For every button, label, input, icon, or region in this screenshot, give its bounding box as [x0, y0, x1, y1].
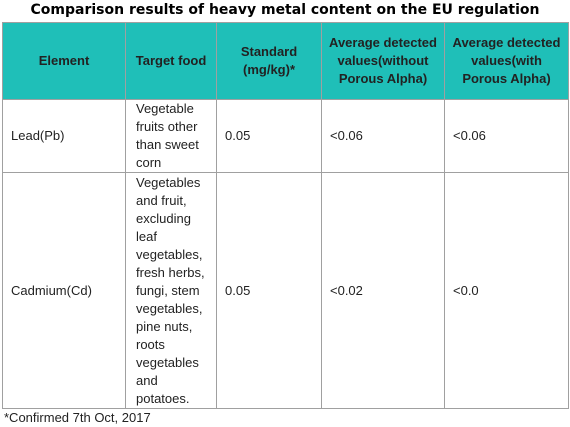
footnote: *Confirmed 7th Oct, 2017 — [4, 410, 151, 425]
table-cell: <0.0 — [444, 172, 569, 409]
header-row: Element Target food Standard (mg/kg)* Avera… — [2, 22, 569, 100]
table-cell: <0.02 — [321, 172, 445, 409]
title: Comparison results of heavy metal conten… — [30, 2, 540, 18]
table-cell: Vegetables and fruit, excluding leaf veg… — [125, 172, 217, 409]
table-row: Cadmium(Cd) Vegetables and fruit, excludi… — [2, 172, 569, 409]
table-cell: Lead(Pb) — [2, 99, 126, 173]
table-cell: 0.05 — [216, 172, 322, 409]
table-cell: Vegetable fruits other than sweet corn — [125, 99, 217, 173]
header-cell: Target food — [125, 22, 217, 100]
table-cell: <0.06 — [321, 99, 445, 173]
table-cell: <0.06 — [444, 99, 569, 173]
header-cell: Element — [2, 22, 126, 100]
table-body: Lead(Pb) Vegetable fruits other than swee… — [2, 99, 569, 409]
header-cell: Average detected values(with Porous Alph… — [444, 22, 569, 100]
header-cell: Average detected values(without Porous A… — [321, 22, 445, 100]
header-cell: Standard (mg/kg)* — [216, 22, 322, 100]
table-cell: Cadmium(Cd) — [2, 172, 126, 409]
table-cell: 0.05 — [216, 99, 322, 173]
table-row: Lead(Pb) Vegetable fruits other than swee… — [2, 99, 569, 173]
table: Element Target food Standard (mg/kg)* Avera… — [2, 22, 569, 409]
